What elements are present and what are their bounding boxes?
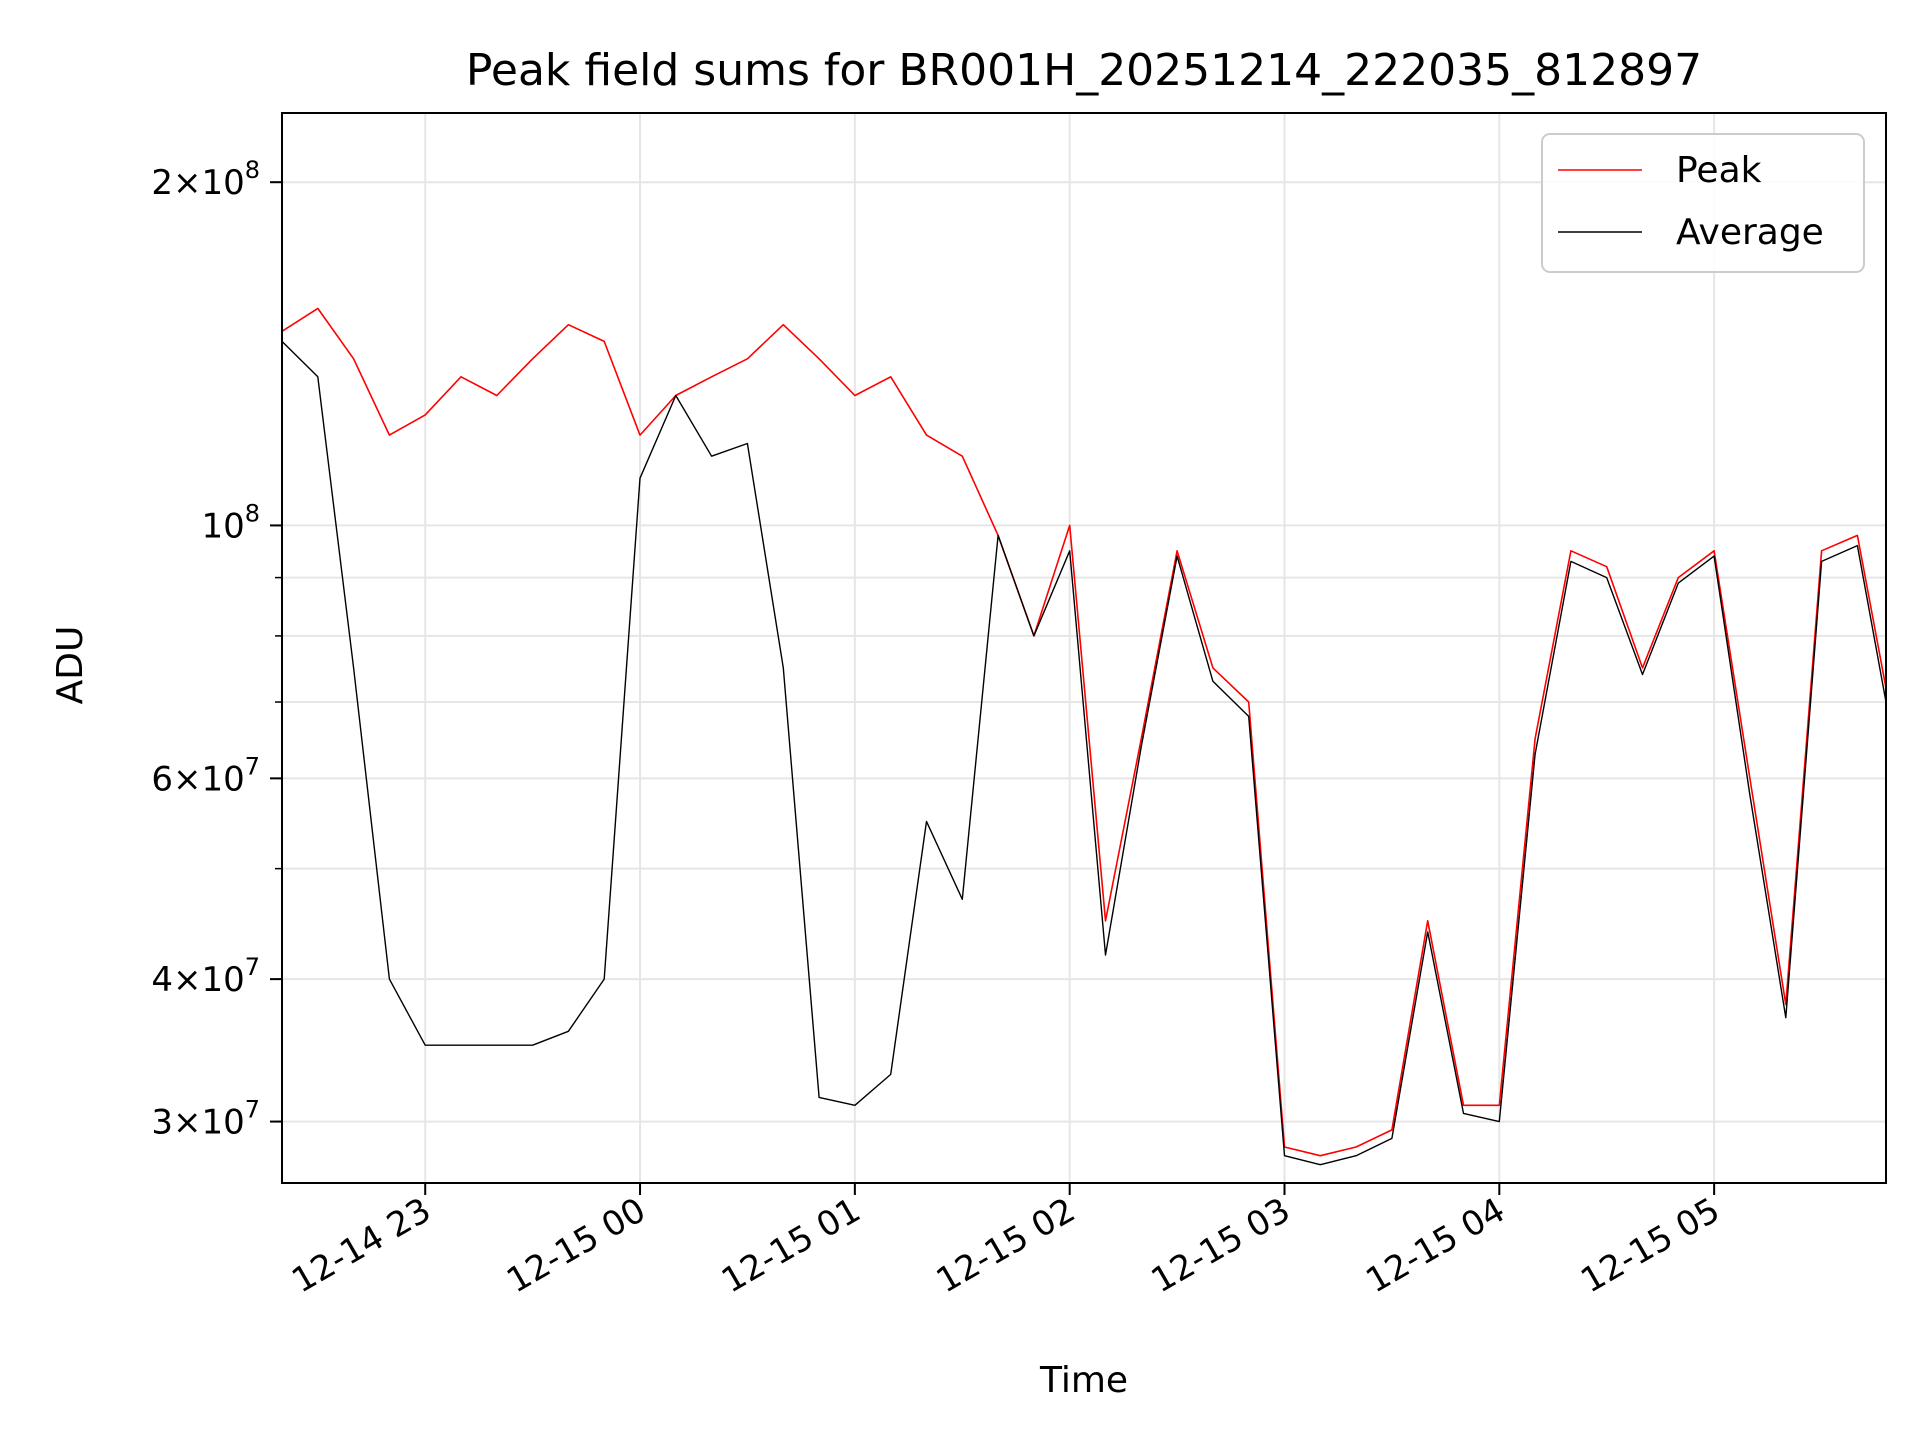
- legend-frame: [1541, 133, 1865, 273]
- legend-label-peak: Peak: [1676, 150, 1762, 191]
- plot-frame: [281, 112, 1887, 1184]
- y-axis-label: ADU: [50, 626, 91, 705]
- legend: Peak Average: [1541, 133, 1865, 273]
- y-tick-label: 2×108: [151, 156, 260, 203]
- grid: [282, 113, 1886, 1183]
- y-axis-ticks: 3×107 4×107 6×107 108 2×108: [151, 156, 282, 1143]
- y-tick-label: 108: [201, 499, 260, 546]
- series-line-peak: [282, 307, 1886, 1157]
- y-tick-label: 3×107: [151, 1096, 260, 1143]
- x-axis-label: Time: [1039, 1360, 1128, 1401]
- chart-title: Peak field sums for BR001H_20251214_2220…: [466, 45, 1702, 96]
- y-tick-label: 6×107: [151, 752, 260, 799]
- legend-label-average: Average: [1676, 212, 1824, 253]
- y-tick-label: 4×107: [151, 953, 260, 1000]
- series-line-average: [282, 340, 1886, 1166]
- series-layer: [282, 307, 1886, 1166]
